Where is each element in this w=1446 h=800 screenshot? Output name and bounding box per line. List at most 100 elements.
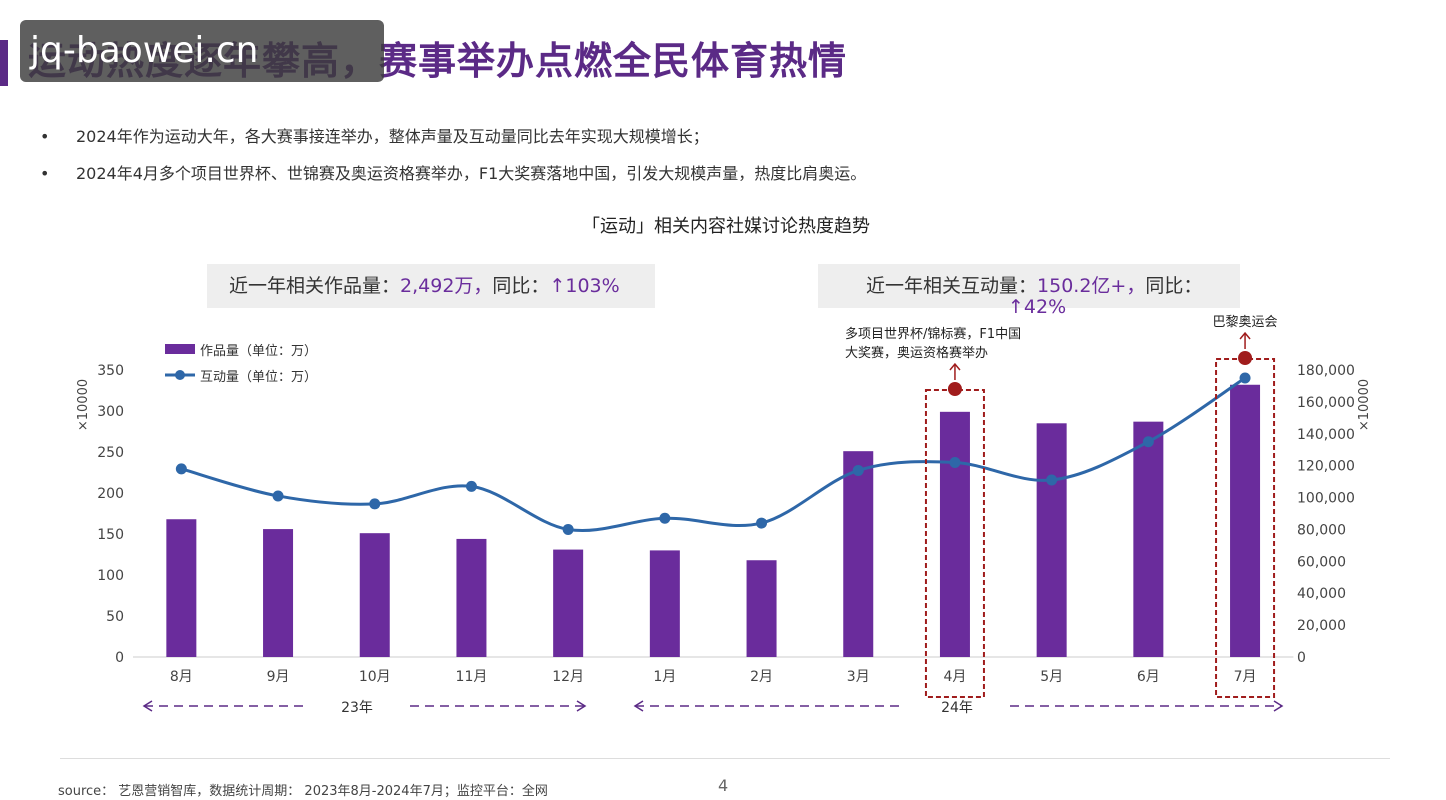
x-tick-label: 9月 [267, 669, 290, 685]
year-label: 23年 [341, 700, 373, 716]
y-right-tick-label: 100,000 [1297, 491, 1355, 507]
line-point [175, 463, 187, 475]
interaction-stat-yoy-label: 同比： [1145, 275, 1203, 297]
bar-mark [456, 538, 487, 657]
bar-mark [939, 411, 970, 657]
y-left-tick-label: 50 [106, 609, 124, 625]
highlight-box [1215, 358, 1276, 698]
bar-mark [263, 529, 294, 657]
y-left-tick-label: 350 [97, 363, 124, 379]
highlight-dot [947, 382, 962, 396]
interaction-stat-label: 近一年相关互动量： [866, 275, 1038, 297]
line-point [756, 517, 768, 529]
y-left-tick-label: 0 [115, 650, 124, 666]
x-tick-label: 7月 [1234, 669, 1257, 685]
bar-mark [1036, 423, 1067, 657]
bar-mark [1230, 384, 1261, 657]
highlight-arrow-head [949, 362, 961, 371]
y-right-tick-label: 160,000 [1297, 395, 1355, 411]
y-left-tick-label: 200 [97, 486, 124, 502]
page-number: 4 [718, 776, 729, 795]
annotation-text: 大奖赛，奥运资格赛举办 [845, 345, 988, 361]
x-tick-label: 5月 [1040, 669, 1063, 685]
bullet-item: • 2024年4月多个项目世界杯、世锦赛及奥运资格赛举办，F1大奖赛落地中国，引发… [40, 155, 866, 192]
bullet-item: • 2024年作为运动大年，各大赛事接连举办，整体声量及互动量同比去年实现大规模增… [40, 118, 866, 155]
interaction-stat-yoy: ↑42% [1008, 296, 1067, 318]
legend-line-label: 互动量（单位：万） [200, 370, 317, 385]
line-point [369, 498, 381, 510]
bar-mark [649, 550, 680, 657]
line-point [1046, 474, 1058, 486]
y-right-unit-label: ×10000 [1357, 379, 1372, 431]
y-right-tick-label: 180,000 [1297, 363, 1355, 379]
y-left-unit-label: ×10000 [76, 379, 91, 431]
works-stat-yoy: ↑103% [549, 275, 620, 297]
year-range-arrow [633, 700, 644, 712]
y-left-tick-label: 150 [97, 527, 124, 543]
line-point [852, 464, 864, 476]
works-stat-yoy-label: 同比： [492, 275, 550, 297]
x-tick-label: 6月 [1137, 669, 1160, 685]
title-accent-bar [0, 40, 8, 86]
bullet-text: 2024年4月多个项目世界杯、世锦赛及奥运资格赛举办，F1大奖赛落地中国，引发大… [76, 164, 867, 183]
line-point [1239, 372, 1251, 384]
line-point [1142, 436, 1154, 448]
works-stat-value: 2,492万， [400, 275, 493, 297]
bar-mark [843, 451, 874, 657]
bullet-icon: • [40, 127, 50, 146]
x-tick-label: 1月 [653, 669, 676, 685]
highlight-dot [1238, 351, 1253, 365]
y-right-tick-label: 120,000 [1297, 459, 1355, 475]
chart-axes: 0 50 100 150 200 250 300 350 0 20,000 40,000 60,000… [76, 363, 1372, 685]
x-tick-label: 8月 [170, 669, 193, 685]
legend-bar-label: 作品量（单位：万） [200, 344, 317, 359]
year-markers: 23年 24年 [142, 700, 1284, 716]
bar-mark [359, 533, 390, 657]
x-tick-label: 3月 [847, 669, 870, 685]
line-point [659, 512, 671, 524]
annotation-text: 多项目世界杯/锦标赛，F1中国 [845, 326, 1021, 342]
footer-divider [60, 758, 1390, 759]
bar-mark [166, 519, 197, 657]
works-stat-box: 近一年相关作品量：2,492万，同比：↑103% [207, 264, 655, 308]
works-stat-label: 近一年相关作品量： [229, 275, 401, 297]
highlight-arrow-head [1239, 331, 1251, 340]
bullet-text: 2024年作为运动大年，各大赛事接连举办，整体声量及互动量同比去年实现大规模增长… [76, 127, 709, 146]
bar-mark [1133, 421, 1164, 657]
line-path [180, 376, 1246, 532]
x-tick-label: 2月 [750, 669, 773, 685]
y-left-tick-label: 300 [97, 404, 124, 420]
y-right-tick-label: 140,000 [1297, 427, 1355, 443]
y-right-tick-label: 20,000 [1297, 618, 1346, 634]
y-right-tick-label: 80,000 [1297, 522, 1346, 538]
x-tick-label: 4月 [943, 669, 966, 685]
highlight-box [924, 389, 985, 698]
legend-bar-swatch [165, 344, 195, 354]
chart-legend: 作品量（单位：万） 互动量（单位：万） [165, 344, 317, 385]
bullet-list: • 2024年作为运动大年，各大赛事接连举办，整体声量及互动量同比去年实现大规模增… [40, 118, 866, 192]
annotation-text: 巴黎奥运会 [1213, 315, 1278, 330]
legend-line-marker [175, 370, 185, 380]
bar-mark [553, 549, 584, 657]
y-right-tick-label: 40,000 [1297, 586, 1346, 602]
watermark: jq-baowei.cn [20, 20, 384, 82]
interaction-stat-box: 近一年相关互动量：150.2亿+，同比： [818, 264, 1240, 308]
x-tick-label: 10月 [359, 669, 391, 685]
year-range-arrow [142, 700, 153, 712]
year-range-arrow [576, 700, 587, 712]
y-left-tick-label: 100 [97, 568, 124, 584]
bullet-icon: • [40, 164, 50, 183]
bar-series [166, 384, 1261, 657]
year-label: 24年 [941, 700, 973, 716]
y-right-tick-label: 60,000 [1297, 554, 1346, 570]
y-right-tick-label: 0 [1297, 650, 1306, 666]
x-tick-label: 12月 [552, 669, 584, 685]
line-series [175, 372, 1251, 535]
year-range-arrow [1273, 700, 1284, 712]
line-point [562, 523, 574, 535]
interaction-stat-value: 150.2亿+， [1037, 275, 1146, 297]
line-point [272, 490, 284, 502]
y-left-tick-label: 250 [97, 445, 124, 461]
line-point [949, 456, 961, 468]
